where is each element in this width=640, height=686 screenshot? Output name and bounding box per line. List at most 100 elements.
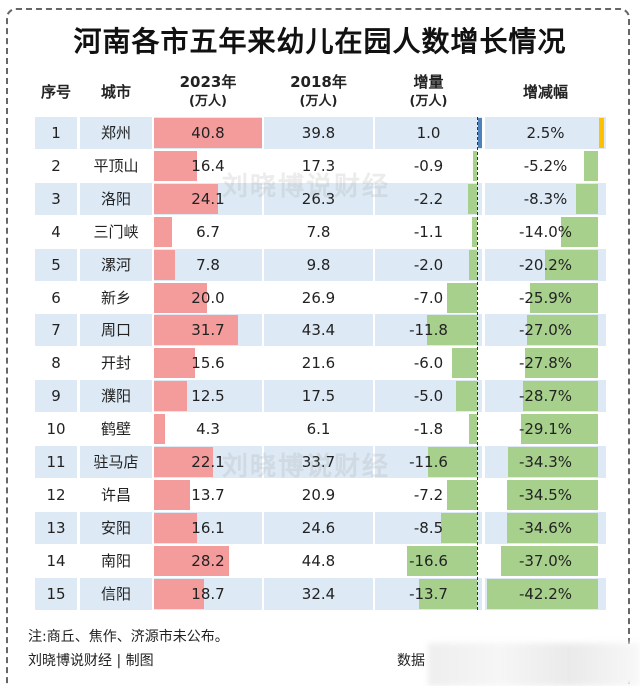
bar-2023 xyxy=(154,414,166,445)
bar-delta xyxy=(419,578,477,609)
bar-pct xyxy=(561,216,598,247)
bar-pct xyxy=(524,348,598,379)
value-2018: 39.8 xyxy=(301,124,336,142)
bar-delta xyxy=(472,216,477,247)
cell-background xyxy=(35,347,77,380)
value-delta: -1.1 xyxy=(413,222,444,241)
bar-delta xyxy=(427,315,477,346)
cell-background xyxy=(80,446,152,478)
header-2023-unit: (万人) xyxy=(189,94,227,109)
city-cell: 安阳 xyxy=(100,518,131,537)
bar-delta xyxy=(447,282,477,313)
city-cell: 三门峡 xyxy=(93,222,139,241)
city-cell: 信阳 xyxy=(100,584,131,603)
value-2023: 28.2 xyxy=(191,551,225,570)
value-delta: -13.7 xyxy=(409,584,448,603)
value-2023: 16.4 xyxy=(191,156,225,175)
bar-pct xyxy=(500,545,598,576)
value-2018: 26.3 xyxy=(301,189,336,208)
value-2023: 6.7 xyxy=(196,222,220,241)
table-row: 6 新乡 20.0 26.9 -7.0 -25.9% xyxy=(35,281,607,314)
bar-delta xyxy=(469,414,477,445)
value-pct: -34.6% xyxy=(518,518,573,537)
value-delta: -11.8 xyxy=(409,321,448,340)
seq-cell: 5 xyxy=(51,255,61,274)
value-pct: -34.5% xyxy=(518,485,573,504)
value-delta: -16.6 xyxy=(409,551,448,570)
cell-background xyxy=(80,314,152,347)
value-2018: 26.9 xyxy=(301,288,336,307)
table-row: 3 洛阳 24.1 26.3 -2.2 -8.3% xyxy=(35,182,607,215)
seq-cell: 10 xyxy=(46,420,66,439)
bar-2023 xyxy=(154,348,196,379)
cell-background xyxy=(264,446,373,478)
value-2018: 24.6 xyxy=(301,518,336,537)
value-2023: 16.1 xyxy=(191,518,225,537)
value-2018: 44.8 xyxy=(301,551,336,570)
bar-2023 xyxy=(154,447,213,477)
city-cell: 洛阳 xyxy=(100,189,131,208)
cell-background xyxy=(35,446,77,478)
header-delta: 增量 (万人) xyxy=(375,72,482,112)
bar-pct xyxy=(544,249,598,280)
header-delta-unit: (万人) xyxy=(409,94,448,109)
cell-background xyxy=(80,478,152,511)
value-delta: -2.0 xyxy=(413,255,444,274)
value-delta: -11.6 xyxy=(409,453,448,471)
city-cell: 鹤壁 xyxy=(100,420,131,439)
cell-background xyxy=(80,511,152,544)
table-row: 15 信阳 18.7 32.4 -13.7 -42.2% xyxy=(35,577,607,610)
header-2018-unit: (万人) xyxy=(299,94,338,109)
bar-delta xyxy=(446,479,477,510)
seq-cell: 12 xyxy=(46,485,66,504)
value-pct: -14.0% xyxy=(518,222,573,241)
cell-background xyxy=(35,182,77,215)
header-city: 城市 xyxy=(100,83,131,101)
cell-background xyxy=(35,248,77,281)
table-row: 10 鹤壁 4.3 6.1 -1.8 -29.1% xyxy=(35,413,607,446)
bar-2023 xyxy=(154,381,188,412)
cell-background xyxy=(154,413,262,446)
cell-background xyxy=(264,380,373,413)
bar-pct xyxy=(507,447,598,477)
value-2023: 4.3 xyxy=(196,420,220,439)
seq-cell: 7 xyxy=(51,321,61,340)
seq-cell: 11 xyxy=(46,453,66,471)
city-cell: 濮阳 xyxy=(100,387,131,406)
seq-cell: 8 xyxy=(51,354,61,373)
bar-pct xyxy=(599,118,604,148)
zero-axis-line xyxy=(477,117,478,610)
cell-background xyxy=(80,149,152,182)
value-delta: -6.0 xyxy=(413,354,444,373)
value-delta: -5.0 xyxy=(413,387,444,406)
cell-background xyxy=(35,314,77,347)
bar-2023 xyxy=(154,479,191,510)
bar-pct xyxy=(507,479,598,510)
cell-background xyxy=(375,413,482,446)
value-2023: 18.7 xyxy=(191,584,225,603)
city-cell: 许昌 xyxy=(100,485,131,504)
cell-background xyxy=(264,413,373,446)
city-cell: 漯河 xyxy=(100,255,131,274)
cell-background xyxy=(35,281,77,314)
value-delta: -2.2 xyxy=(413,189,444,208)
bar-2023 xyxy=(154,249,175,280)
value-2023: 31.7 xyxy=(191,321,225,340)
bar-2023 xyxy=(154,183,218,214)
value-delta: -1.8 xyxy=(413,420,444,439)
cell-background xyxy=(154,215,262,248)
header-2018: 2018年 (万人) xyxy=(264,72,373,112)
value-2018: 33.7 xyxy=(301,453,336,471)
value-pct: -42.2% xyxy=(518,584,573,603)
bar-delta xyxy=(468,249,477,280)
seq-cell: 4 xyxy=(51,222,61,241)
value-pct: -37.0% xyxy=(518,551,573,570)
value-pct: -27.0% xyxy=(518,321,573,340)
city-cell: 南阳 xyxy=(100,551,131,570)
city-cell: 平顶山 xyxy=(93,156,139,175)
value-2023: 13.7 xyxy=(191,485,225,504)
cell-background xyxy=(264,478,373,511)
value-delta: 1.0 xyxy=(416,124,441,142)
table-row: 14 南阳 28.2 44.8 -16.6 -37.0% xyxy=(35,544,607,577)
